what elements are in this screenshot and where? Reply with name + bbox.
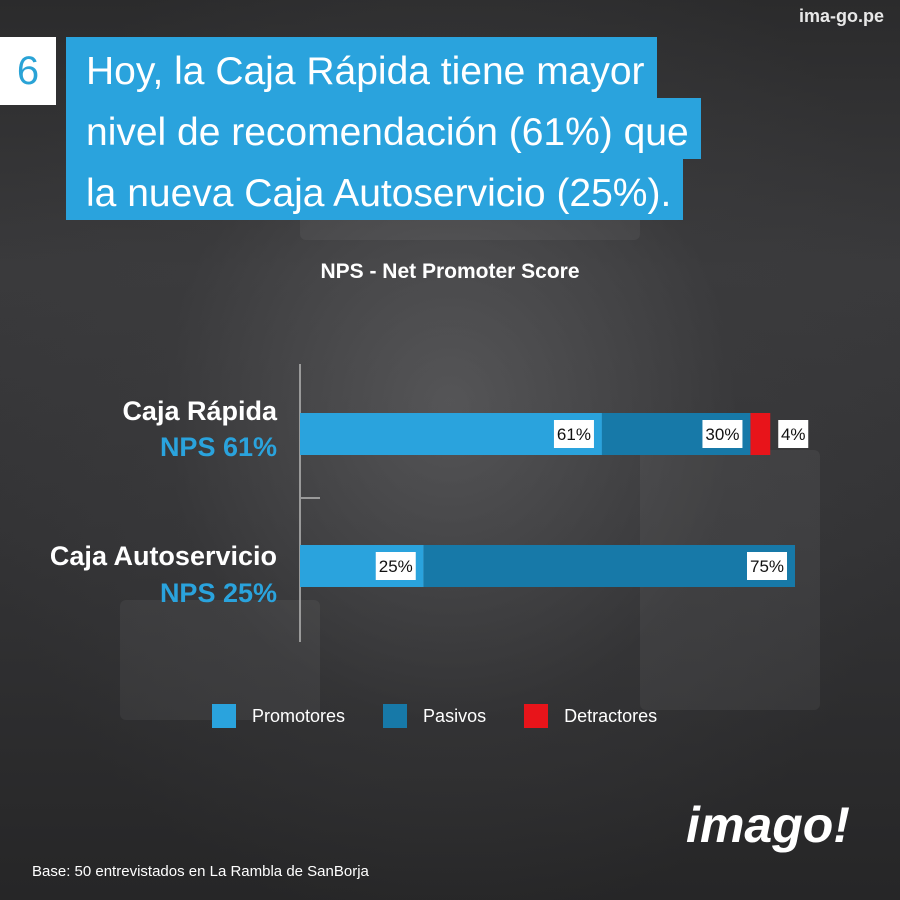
category-nps-caja-autoservicio: NPS 25% <box>159 578 277 608</box>
legend-label-detractores: Detractores <box>564 705 658 726</box>
slide-number: 6 <box>0 37 56 105</box>
legend-label-pasivos: Pasivos <box>423 705 487 726</box>
legend-swatch-detractores <box>524 704 549 728</box>
data-label-caja-rapida-pasivos: 30% <box>705 425 739 444</box>
data-label-box-caja-rapida-promotores <box>553 420 594 448</box>
legend-swatch-promotores <box>212 704 236 728</box>
headline: Hoy, la Caja Rápida tiene mayor nivel de… <box>66 37 701 220</box>
site-url: ima-go.pe <box>798 6 884 26</box>
category-label-caja-rapida: Caja Rápida <box>122 396 277 426</box>
imago-logo: imago! <box>686 797 850 853</box>
background-counter <box>120 600 320 720</box>
data-label-box-caja-rapida-detractores <box>778 420 809 448</box>
category-nps-caja-rapida: NPS 61% <box>159 432 277 462</box>
data-label-caja-rapida-detractores: 4% <box>781 425 806 444</box>
headline-line-2: nivel de recomendación (61%) que <box>66 98 701 159</box>
bar-caja-autoservicio-pasivos <box>423 545 795 587</box>
data-label-caja-rapida-promotores: 61% <box>557 425 591 444</box>
legend-item-detractores: Detractores <box>524 704 657 728</box>
data-label-box-caja-autoservicio-promotores <box>375 552 416 580</box>
legend-label-promotores: Promotores <box>252 705 346 726</box>
legend-item-promotores: Promotores <box>212 704 345 728</box>
category-label-caja-autoservicio: Caja Autoservicio <box>49 541 277 571</box>
base-note: Base: 50 entrevistados en La Rambla de S… <box>32 863 369 880</box>
logo-text: imago! <box>686 797 850 853</box>
headline-line-1: Hoy, la Caja Rápida tiene mayor <box>66 37 657 98</box>
chart-title: NPS - Net Promoter Score <box>320 260 580 283</box>
data-label-box-caja-autoservicio-pasivos <box>747 552 787 580</box>
data-label-box-caja-rapida-pasivos <box>702 420 743 448</box>
data-label-caja-autoservicio-pasivos: 75% <box>750 557 784 576</box>
data-label-caja-autoservicio-promotores: 25% <box>379 557 413 576</box>
chart-legend: Promotores Pasivos Detractores <box>212 704 695 728</box>
bar-caja-rapida-detractores <box>750 413 771 455</box>
headline-line-3: la nueva Caja Autoservicio (25%). <box>66 159 684 220</box>
legend-swatch-pasivos <box>383 704 408 728</box>
bar-caja-rapida-promotores <box>300 413 602 455</box>
legend-item-pasivos: Pasivos <box>383 704 486 728</box>
